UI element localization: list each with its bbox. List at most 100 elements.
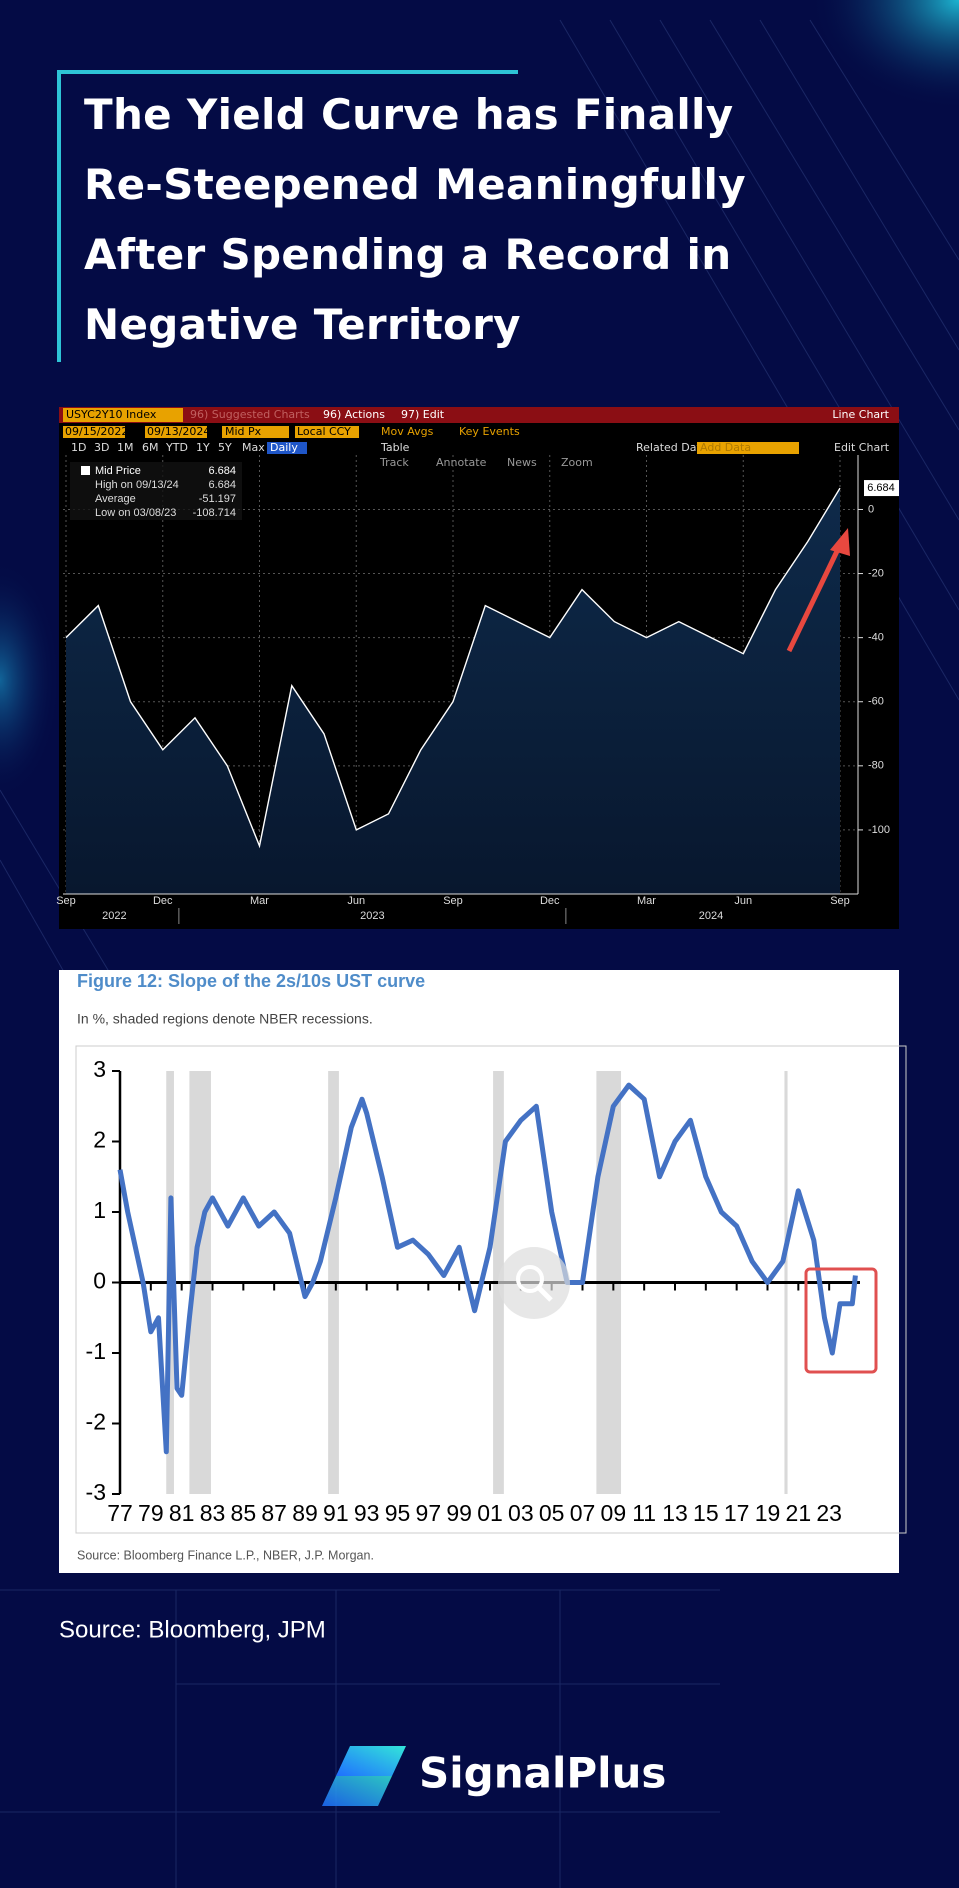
x-tick-label: 81 <box>169 1500 195 1526</box>
period-button[interactable]: 1Y <box>196 441 210 454</box>
year-label: 2024 <box>699 910 723 922</box>
tool-button[interactable]: Zoom <box>561 456 593 469</box>
date-input[interactable]: 09/13/2024 <box>147 425 210 438</box>
ccy-input[interactable]: Local CCY <box>297 425 351 438</box>
zoom-icon <box>537 1286 553 1302</box>
x-tick-label: 85 <box>231 1500 257 1526</box>
field-box <box>222 426 289 438</box>
y-tick-label: 0 <box>868 503 874 515</box>
x-tick-label: 97 <box>416 1500 442 1526</box>
panel-frame <box>75 1045 907 1534</box>
menu[interactable]: 96) Suggested Charts <box>190 408 310 421</box>
brand: SignalPlus <box>419 1749 666 1798</box>
period-button[interactable]: 3D <box>94 441 109 454</box>
y-tick-label: -100 <box>868 824 890 836</box>
x-tick-label: Sep <box>56 895 76 907</box>
x-tick-label: Sep <box>443 895 463 907</box>
stat-value: -51.197 <box>199 493 236 505</box>
y-tick-label: -2 <box>86 1409 106 1435</box>
field-box <box>295 426 359 438</box>
arrow <box>786 543 843 653</box>
y-tick-label: -60 <box>868 696 884 708</box>
date-input[interactable]: 09/15/2022 <box>65 425 128 438</box>
x-tick-label: 87 <box>261 1500 287 1526</box>
x-tick-label: 23 <box>816 1500 842 1526</box>
period-button[interactable]: 6M <box>142 441 159 454</box>
chart-source: Source: Bloomberg Finance L.P., NBER, J.… <box>77 1548 374 1562</box>
x-tick-label: 99 <box>446 1500 472 1526</box>
x-tick-label: 79 <box>138 1500 164 1526</box>
menu[interactable]: 96) Actions <box>323 408 385 421</box>
x-tick-label: 01 <box>477 1500 503 1526</box>
zoom-icon <box>516 1265 544 1293</box>
field-box <box>63 426 125 438</box>
field-box <box>145 426 207 438</box>
last-value-box <box>864 480 899 497</box>
related[interactable]: Related Dat <box>636 441 701 454</box>
x-tick-label: Sep <box>830 895 850 907</box>
zoom-icon-bg <box>498 1247 570 1319</box>
ticker[interactable]: USYC2Y10 Index <box>66 408 157 421</box>
source: Source: Bloomberg, JPM <box>59 1616 326 1643</box>
x-tick-label: Jun <box>347 895 365 907</box>
x-tick-label: 89 <box>292 1500 318 1526</box>
arrow-head <box>830 528 850 556</box>
y-tick-label: 0 <box>93 1268 106 1294</box>
tool-button[interactable]: Track <box>379 456 409 469</box>
option[interactable]: Mov Avgs <box>381 425 434 438</box>
last-value-label: 6.684 <box>867 482 895 494</box>
period-button[interactable]: 1M <box>117 441 134 454</box>
x-tick-label: 21 <box>786 1500 812 1526</box>
x-tick-label: 91 <box>323 1500 349 1526</box>
line <box>65 487 841 849</box>
x-tick-label: Mar <box>250 895 269 907</box>
x-tick-label: 95 <box>385 1500 411 1526</box>
period-button[interactable]: Max <box>242 441 265 454</box>
x-tick-label: 93 <box>354 1500 380 1526</box>
legend-swatch <box>81 466 90 475</box>
header-bar <box>59 407 899 423</box>
freq-box <box>267 442 307 454</box>
x-tick-label: 07 <box>570 1500 596 1526</box>
x-tick-label: 17 <box>724 1500 750 1526</box>
tool-button[interactable]: News <box>507 456 537 469</box>
y-tick-label: -20 <box>868 567 884 579</box>
y-tick-label: 3 <box>93 1056 106 1082</box>
y-tick-label: -1 <box>86 1338 106 1364</box>
x-tick-label: 11 <box>632 1500 656 1526</box>
period-button[interactable]: YTD <box>165 441 188 454</box>
menu[interactable]: 97) Edit <box>401 408 445 421</box>
field-input[interactable]: Mid Px <box>225 425 262 438</box>
x-tick-label: Mar <box>637 895 656 907</box>
freq[interactable]: Daily <box>270 441 298 454</box>
option[interactable]: Key Events <box>459 425 520 438</box>
add-box <box>697 442 799 454</box>
period-button[interactable]: 1D <box>71 441 86 454</box>
x-tick-label: 13 <box>662 1500 688 1526</box>
y-tick-label: 1 <box>93 1197 106 1223</box>
x-tick-label: Jun <box>734 895 752 907</box>
table-button[interactable]: Table <box>380 441 410 454</box>
chart-title: Figure 12: Slope of the 2s/10s UST curve <box>77 971 425 991</box>
ticker-box <box>63 408 183 422</box>
legend-bg <box>70 462 242 520</box>
y-tick-label: -40 <box>868 632 884 644</box>
x-tick-label: 09 <box>601 1500 627 1526</box>
year-label: 2023 <box>360 910 384 922</box>
y-tick-label: 2 <box>93 1127 106 1153</box>
y-tick-label: -3 <box>86 1479 106 1505</box>
stat-value: -108.714 <box>193 507 236 519</box>
x-tick-label: 77 <box>107 1500 133 1526</box>
x-tick-label: 19 <box>755 1500 781 1526</box>
legend-label: Mid Price <box>95 465 141 477</box>
chart-subtitle: In %, shaded regions denote NBER recessi… <box>77 1011 373 1027</box>
period-button[interactable]: 5Y <box>218 441 232 454</box>
add-data[interactable]: Add Data <box>700 441 751 454</box>
tool-button[interactable]: Annotate <box>436 456 487 469</box>
edit-chart[interactable]: Edit Chart <box>834 441 890 454</box>
x-tick-label: 83 <box>200 1500 226 1526</box>
logo: SignalPlus <box>322 1746 666 1806</box>
x-tick-label: 05 <box>539 1500 565 1526</box>
